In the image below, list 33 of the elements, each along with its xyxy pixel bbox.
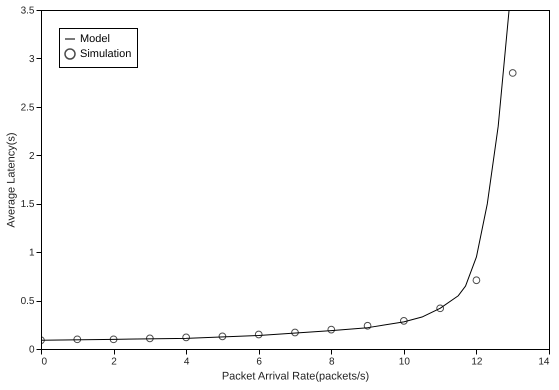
x-tick-label: 8 (329, 356, 336, 368)
point (110, 335, 118, 344)
point (182, 334, 190, 342)
y-tick-label: 1.5 (20, 199, 35, 210)
y-tick-label: 1 (28, 248, 35, 259)
point (472, 276, 480, 284)
point (400, 317, 408, 325)
x-tick-label: 4 (184, 356, 190, 368)
y-tick-label: 2 (28, 150, 35, 162)
point (218, 332, 226, 340)
x-tick-label: 2 (111, 356, 118, 368)
x-tick-label: 10 (398, 356, 410, 368)
y-tick-label: 0 (28, 344, 35, 356)
x-tick-label: 14 (538, 356, 550, 368)
legend-label: Simulation (80, 48, 132, 60)
y-tick-label: 0.5 (20, 296, 35, 308)
point (146, 334, 154, 342)
point (327, 326, 336, 334)
y-tick-label: 3.5 (20, 6, 35, 16)
y-tick-label: 2.5 (20, 102, 35, 114)
point (364, 322, 372, 330)
point (508, 69, 517, 77)
point (436, 304, 444, 312)
y-axis-title: Average Latency(s) (6, 132, 18, 228)
x-tick-label: 12 (471, 356, 483, 368)
x-axis-title: Packet Arrival Rate(packets/s) (222, 370, 370, 382)
legend-label: Model (80, 33, 110, 45)
x-tick-label: 6 (256, 356, 262, 368)
point (73, 335, 82, 344)
point (254, 330, 263, 338)
point (291, 328, 299, 336)
x-tick-label: 0 (42, 356, 48, 368)
y-tick-label: 3 (28, 54, 35, 65)
